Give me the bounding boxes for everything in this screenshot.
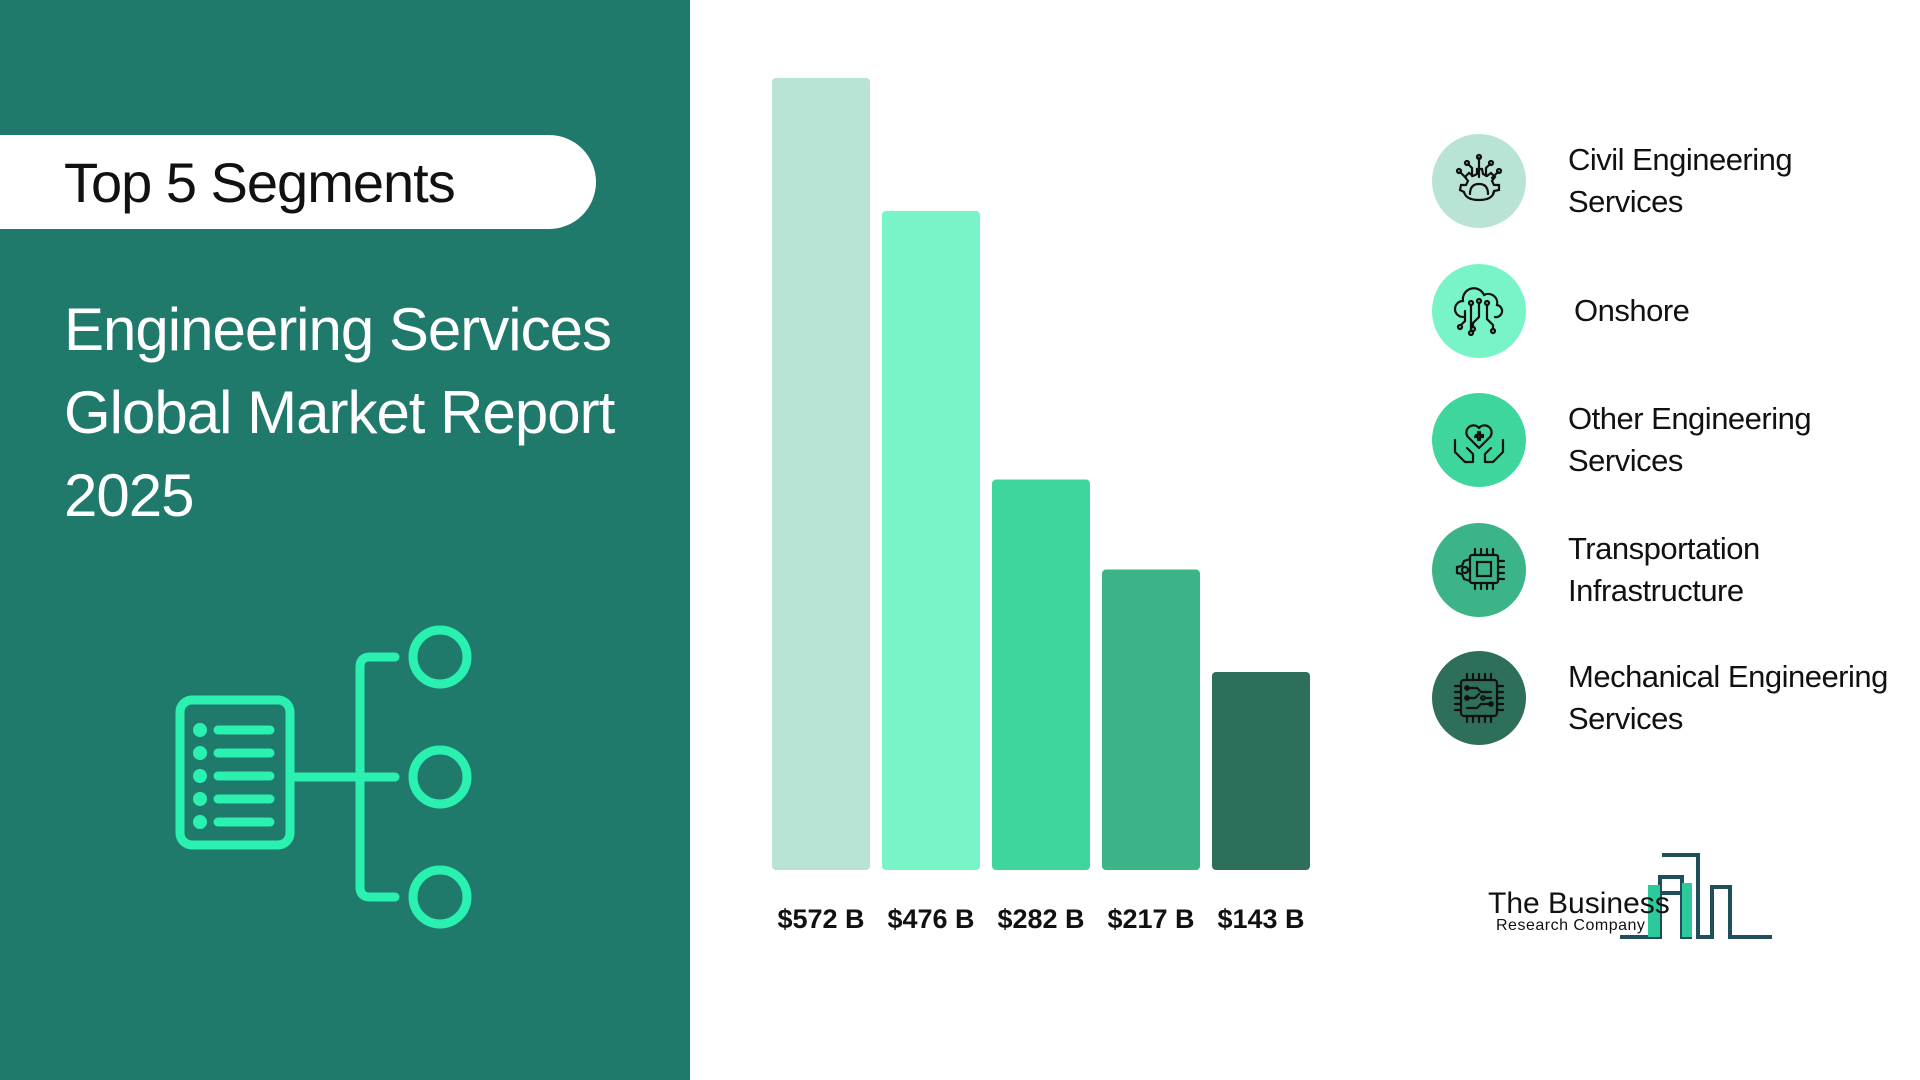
chip-gear-icon [1432,523,1526,617]
legend-item-other-engineering-services: Other Engineering Services [1432,392,1912,488]
legend-item-onshore: Onshore [1432,263,1912,359]
bar-value-label: $476 B [887,904,974,934]
legend-item-civil-engineering-services: Civil Engineering Services [1432,133,1912,229]
bar-transportation-infrastructure [1102,569,1200,870]
bar-mechanical-engineering-services [1212,672,1310,870]
report-title-line-2: Global Market Report [64,379,615,446]
bar-chart: $572 B $476 B $282 B $217 B $143 B [772,78,1310,934]
bar-value-label: $572 B [777,904,864,934]
legend-item-transportation-infrastructure: Transportation Infrastructure [1432,522,1912,618]
bar-onshore [882,210,980,870]
report-title-line-3: 2025 [64,462,194,529]
circuit-chip-icon [1432,651,1526,745]
logo-line-2: Research Company [1496,917,1646,934]
bar-civil-engineering-services [772,78,870,870]
legend-item-mechanical-engineering-services: Mechanical Engineering Services [1432,650,1912,746]
legend-label: Other Engineering Services [1568,401,1812,478]
heart-hands-icon [1432,393,1526,487]
segments-badge-label: Top 5 Segments [64,150,456,214]
hierarchy-document-icon [175,625,472,929]
segments-badge: Top 5 Segments [0,135,596,229]
bar-other-engineering-services [992,479,1090,870]
report-title: Engineering Services Global Market Repor… [64,288,664,537]
legend-label: Mechanical Engineering Services [1568,659,1888,736]
left-panel: Top 5 Segments Engineering Services Glob… [0,0,690,1080]
bar-value-label: $217 B [1107,904,1194,934]
company-logo: The Business Research Company [1480,845,1800,950]
legend-label: Transportation Infrastructure [1568,531,1760,608]
bar-value-label: $143 B [1217,904,1304,934]
report-title-line-1: Engineering Services [64,296,612,363]
gear-circuit-icon [1432,134,1526,228]
bar-value-label: $282 B [997,904,1084,934]
logo-line-1: The Business [1488,887,1670,920]
cloud-circuit-icon [1432,264,1526,358]
legend-label: Onshore [1574,293,1690,328]
legend-label: Civil Engineering Services [1568,142,1793,219]
logo-buildings-icon [1620,853,1772,939]
